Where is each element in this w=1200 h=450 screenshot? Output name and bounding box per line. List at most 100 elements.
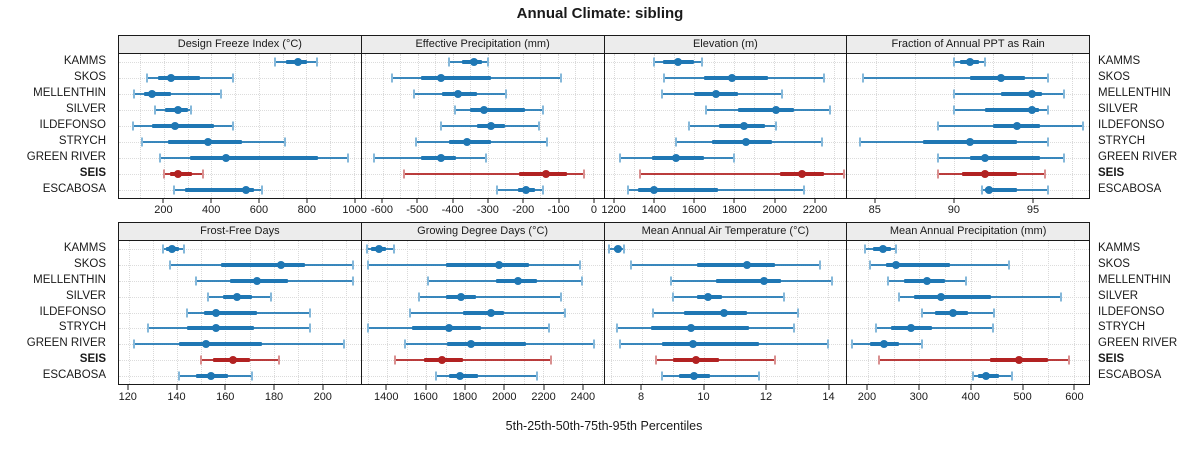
whisker-cap xyxy=(315,57,318,67)
whisker-cap xyxy=(168,260,171,270)
whisker-cap xyxy=(1044,169,1047,179)
whisker-line xyxy=(879,359,1070,362)
whisker-cap xyxy=(878,355,881,365)
whisker-cap xyxy=(1081,121,1084,131)
interquartile-bar xyxy=(985,188,1017,192)
whisker-cap xyxy=(1047,137,1050,147)
gridline-horizontal xyxy=(604,248,847,250)
axis-tick xyxy=(306,198,308,203)
whisker-cap xyxy=(549,355,552,365)
whisker-cap xyxy=(537,121,540,131)
interquartile-bar xyxy=(914,294,992,299)
axis-mean-annual-precipitation-mm: 200 300 400 500 600 xyxy=(846,385,1090,405)
whisker-cap xyxy=(829,105,832,115)
whisker-cap xyxy=(608,244,611,254)
interquartile-bar xyxy=(190,156,319,160)
axis-mean-annual-air-temperature-c: 8 10 12 14 xyxy=(604,385,848,405)
whisker-cap xyxy=(981,185,984,195)
axis-fraction-of-annual-ppt-as-rain: 85 90 95 xyxy=(846,198,1090,218)
panel-plot-area xyxy=(361,241,604,384)
station-label-green-river: GREEN RIVER xyxy=(1098,337,1178,350)
gridline-horizontal xyxy=(361,190,604,191)
axis-tick-label: -100 xyxy=(547,204,570,216)
axis-tick-label: -600 xyxy=(370,204,393,216)
whisker-cap xyxy=(797,308,800,317)
median-dot xyxy=(436,154,445,162)
station-label-green-river: GREEN RIVER xyxy=(26,337,106,350)
axis-tick-label: 12 xyxy=(759,391,773,403)
whisker-cap xyxy=(583,169,586,179)
median-dot xyxy=(456,372,465,381)
whisker-cap xyxy=(937,121,940,131)
station-label-seis: SEIS xyxy=(1098,167,1125,179)
gridline-horizontal xyxy=(847,280,1089,282)
axis-tick xyxy=(543,385,545,390)
whisker-cap xyxy=(486,57,489,67)
whisker-line xyxy=(862,77,1049,79)
whisker-cap xyxy=(792,323,795,333)
whisker-cap xyxy=(161,244,164,254)
axis-tick-label: 14 xyxy=(822,391,835,403)
axis-tick xyxy=(425,385,427,390)
axis-tick-label: 1600 xyxy=(413,391,438,403)
whisker-cap xyxy=(202,169,205,179)
panel-title: Design Freeze Index (°C) xyxy=(119,36,361,54)
median-dot xyxy=(922,276,931,285)
interquartile-bar xyxy=(885,262,951,267)
whisker-cap xyxy=(629,260,632,270)
station-label-ildefonso: ILDEFONSO xyxy=(39,305,106,318)
station-label-seis: SEIS xyxy=(79,353,106,366)
whisker-cap xyxy=(869,260,872,270)
axis-tick xyxy=(385,385,387,390)
whisker-cap xyxy=(427,276,430,286)
median-dot xyxy=(228,356,237,365)
axis-tick xyxy=(918,385,920,390)
whisker-line xyxy=(640,173,845,175)
whisker-cap xyxy=(390,73,393,83)
median-dot xyxy=(981,170,990,178)
whisker-cap xyxy=(200,355,203,365)
median-dot xyxy=(704,292,713,301)
median-dot xyxy=(672,154,681,162)
panel-plot-area xyxy=(119,54,361,198)
axis-tick xyxy=(162,198,164,203)
station-label-ildefonso: ILDEFONSO xyxy=(39,119,106,131)
whisker-cap xyxy=(937,169,940,179)
whisker-cap xyxy=(485,153,488,163)
axis-frost-free-days: 120 140 160 180 200 xyxy=(118,385,362,405)
whisker-cap xyxy=(864,244,867,254)
median-dot xyxy=(772,106,781,114)
whisker-cap xyxy=(661,89,664,99)
gridline-horizontal xyxy=(847,248,1089,250)
median-dot xyxy=(487,308,496,317)
panel-elevation-m: Elevation (m) xyxy=(603,35,848,199)
interquartile-bar xyxy=(179,342,262,347)
median-dot xyxy=(712,90,721,98)
interquartile-bar xyxy=(158,76,200,80)
whisker-cap xyxy=(821,137,824,147)
panel-title: Mean Annual Air Temperature (°C) xyxy=(604,223,847,241)
axis-tick xyxy=(593,198,595,203)
axis-tick-label: 600 xyxy=(1065,391,1084,403)
median-dot xyxy=(487,122,496,130)
interquartile-bar xyxy=(445,262,530,267)
station-label-strych: STRYCH xyxy=(58,135,106,147)
whisker-line xyxy=(875,327,993,330)
whisker-cap xyxy=(133,89,136,99)
interquartile-bar xyxy=(463,310,505,315)
axis-tick xyxy=(1022,385,1024,390)
axis-tick xyxy=(381,198,383,203)
whisker-cap xyxy=(352,260,355,270)
axis-tick-label: -500 xyxy=(406,204,429,216)
whisker-cap xyxy=(413,89,416,99)
whisker-cap xyxy=(895,244,898,254)
interquartile-bar xyxy=(985,108,1039,112)
whisker-cap xyxy=(897,292,900,302)
panel-plot-area xyxy=(361,54,604,198)
station-labels-right-bottom: KAMMS SKOS MELLENTHIN SILVER ILDEFONSO STRYCH… xyxy=(1092,240,1196,383)
whisker-cap xyxy=(403,339,406,349)
axis-tick-label: -300 xyxy=(476,204,499,216)
interquartile-bar xyxy=(1001,92,1042,96)
whisker-cap xyxy=(392,244,395,254)
whisker-cap xyxy=(619,153,622,163)
